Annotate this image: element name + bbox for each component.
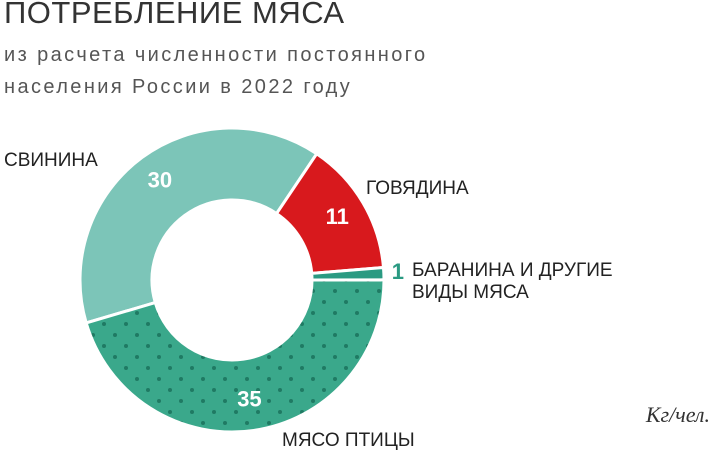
donut-slice	[78, 126, 319, 325]
subtitle: из расчета численности постоянного	[4, 44, 428, 66]
subtitle: населения России в 2022 году	[4, 76, 353, 98]
value-label: 1	[392, 259, 404, 284]
unit-note: Кг/чел.	[645, 402, 710, 427]
chart-title: ПОТРЕБЛЕНИЕ МЯСА	[4, 0, 345, 30]
donut-slice	[84, 278, 386, 434]
value-label: 30	[148, 167, 172, 192]
category-label: СВИНИНА	[4, 150, 98, 171]
value-label: 11	[326, 204, 349, 229]
value-label: 35	[237, 387, 261, 412]
category-label: МЯСО ПТИЦЫ	[282, 430, 415, 451]
category-label: ГОВЯДИНА	[366, 178, 469, 199]
category-label: БАРАНИНА И ДРУГИЕ ВИДЫ МЯСА	[412, 260, 613, 303]
